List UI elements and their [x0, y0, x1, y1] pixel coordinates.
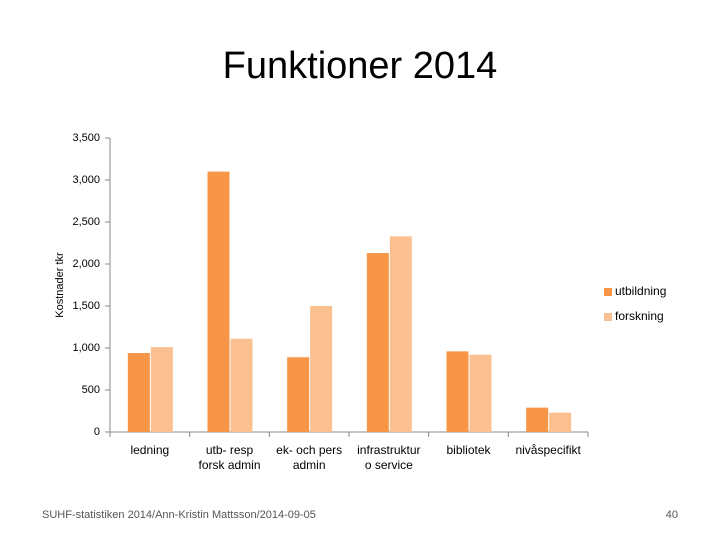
bar [389, 236, 412, 432]
page-number: 40 [666, 509, 678, 521]
bar [310, 306, 333, 432]
footer: SUHF-statistiken 2014/Ann-Kristin Mattss… [42, 509, 316, 521]
bar [150, 347, 173, 432]
x-tick-label: ledning [130, 443, 170, 457]
bar [230, 338, 253, 432]
x-tick-label: ek- och pers admin [276, 443, 343, 472]
y-axis-label: Kostnader tkr [54, 252, 66, 318]
bar [207, 171, 230, 432]
y-tick-label: 2,500 [72, 216, 100, 228]
legend-swatch [604, 313, 612, 321]
bar [549, 412, 572, 432]
y-tick-label: 3,500 [72, 132, 100, 144]
legend-label: forskning [615, 309, 664, 323]
bar [287, 357, 310, 432]
x-tick-label: utb- resp forsk admin [198, 443, 261, 472]
legend-label: utbildning [615, 284, 666, 298]
legend-swatch [604, 288, 612, 296]
bar [446, 351, 469, 432]
bar [469, 354, 492, 432]
y-tick-label: 3,000 [72, 174, 100, 186]
y-tick-label: 1,500 [72, 300, 100, 312]
y-tick-label: 500 [82, 384, 100, 396]
x-tick-label: infrastruktur o service [357, 443, 421, 472]
bar [127, 353, 150, 432]
bar [366, 253, 389, 432]
y-tick-label: 0 [94, 426, 100, 438]
bar [526, 407, 549, 432]
y-tick-label: 2,000 [72, 258, 100, 270]
y-tick-label: 1,000 [72, 342, 100, 354]
chart-title: Funktioner 2014 [223, 45, 498, 87]
x-tick-label: bibliotek [446, 443, 491, 457]
x-tick-label: nivåspecifikt [515, 443, 581, 457]
